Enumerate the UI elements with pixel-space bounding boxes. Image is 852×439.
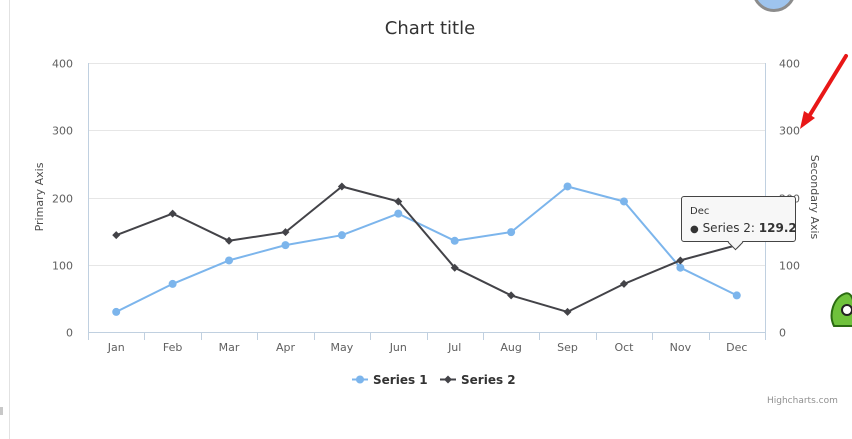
y-tick-label-0: 0 xyxy=(66,327,73,340)
y2-tick-label-0: 0 xyxy=(779,327,786,340)
y2-tick-label-100: 100 xyxy=(779,260,800,273)
credits-link[interactable]: Highcharts.com xyxy=(767,396,838,406)
series-2-point-jul[interactable] xyxy=(450,263,459,272)
x-axis-labels: Jan Feb Mar Apr May Jun Jul Aug Sep Oct Nov Dec xyxy=(107,341,748,354)
x-tick-label-nov: Nov xyxy=(670,341,692,354)
series-2-line xyxy=(115,185,738,313)
series-2-point-may[interactable] xyxy=(337,182,346,191)
tooltip-value: 129.2 xyxy=(758,221,797,235)
x-tick-label-sep: Sep xyxy=(557,341,578,354)
tooltip-header: Dec xyxy=(690,206,710,217)
y-tick-label-100: 100 xyxy=(52,260,73,273)
series-2-point-sep[interactable] xyxy=(563,307,572,316)
chart-title: Chart title xyxy=(385,18,475,39)
x-tick-label-oct: Oct xyxy=(614,341,634,354)
series-2-point-apr[interactable] xyxy=(281,228,290,237)
legend-item-series-2[interactable]: Series 2 xyxy=(440,373,516,387)
primary-y-axis-labels: 0 100 200 300 400 xyxy=(52,58,73,340)
series-lines xyxy=(115,185,738,313)
x-tick-label-jan: Jan xyxy=(107,341,125,354)
window-frame-edge xyxy=(9,0,10,439)
x-tick-label-aug: Aug xyxy=(500,341,521,354)
legend-series-1-label: Series 1 xyxy=(373,373,428,387)
y2-tick-label-300: 300 xyxy=(779,125,800,138)
x-tick-label-jun: Jun xyxy=(389,341,407,354)
series-2-point-jun[interactable] xyxy=(394,197,403,206)
chart-tooltip: Dec ● Series 2: 129.2 xyxy=(681,196,797,251)
y-tick-label-400: 400 xyxy=(52,58,73,71)
grid-lines xyxy=(88,63,765,266)
legend-series-2-label: Series 2 xyxy=(461,373,516,387)
series-1-point-feb[interactable] xyxy=(168,279,177,288)
tooltip-series-name: Series 2 xyxy=(702,221,751,235)
series-2-point-oct[interactable] xyxy=(619,279,628,288)
scroll-handle[interactable] xyxy=(0,407,3,415)
series-1-point-apr[interactable] xyxy=(281,241,290,250)
series-2-point-nov[interactable] xyxy=(676,256,685,265)
tooltip-series-dot: ● xyxy=(690,224,699,235)
series-2-point-feb[interactable] xyxy=(168,209,177,218)
x-tick-label-jul: Jul xyxy=(447,341,461,354)
x-tick-label-feb: Feb xyxy=(163,341,182,354)
legend: Series 1 Series 2 xyxy=(352,373,516,387)
series-1-point-sep[interactable] xyxy=(563,182,572,191)
series-1-point-jan[interactable] xyxy=(112,307,121,316)
series-1-point-dec[interactable] xyxy=(732,291,741,300)
red-arrow-annotation xyxy=(800,54,848,129)
series-1-point-nov[interactable] xyxy=(676,263,685,272)
y-tick-label-200: 200 xyxy=(52,193,73,206)
legend-series-2-symbol xyxy=(444,375,452,384)
y2-tick-label-400: 400 xyxy=(779,58,800,71)
x-tick-label-dec: Dec xyxy=(726,341,747,354)
series-1-point-aug[interactable] xyxy=(507,228,516,237)
legend-item-series-1[interactable]: Series 1 xyxy=(352,373,428,387)
series-markers[interactable] xyxy=(112,182,741,316)
series-2-point-jan[interactable] xyxy=(112,231,121,240)
series-1-point-oct[interactable] xyxy=(619,197,628,206)
x-tick-label-may: May xyxy=(331,341,354,354)
x-tick-label-mar: Mar xyxy=(219,341,240,354)
green-mascot-icon[interactable] xyxy=(826,284,852,328)
primary-axis-title: Primary Axis xyxy=(33,162,46,231)
series-1-point-mar[interactable] xyxy=(225,256,234,265)
tooltip-row: ● Series 2: 129.2 xyxy=(690,221,797,235)
series-1-point-may[interactable] xyxy=(337,231,346,240)
legend-series-1-symbol xyxy=(356,375,364,384)
x-axis-ticks xyxy=(88,332,766,340)
x-tick-label-apr: Apr xyxy=(276,341,296,354)
secondary-axis-title: Secondary Axis xyxy=(808,155,821,240)
series-2-point-mar[interactable] xyxy=(225,236,234,245)
y-tick-label-300: 300 xyxy=(52,125,73,138)
series-1-point-jul[interactable] xyxy=(450,236,459,245)
series-2-point-aug[interactable] xyxy=(507,291,516,300)
series-1-point-jun[interactable] xyxy=(394,209,403,218)
series-1-line xyxy=(115,185,738,313)
